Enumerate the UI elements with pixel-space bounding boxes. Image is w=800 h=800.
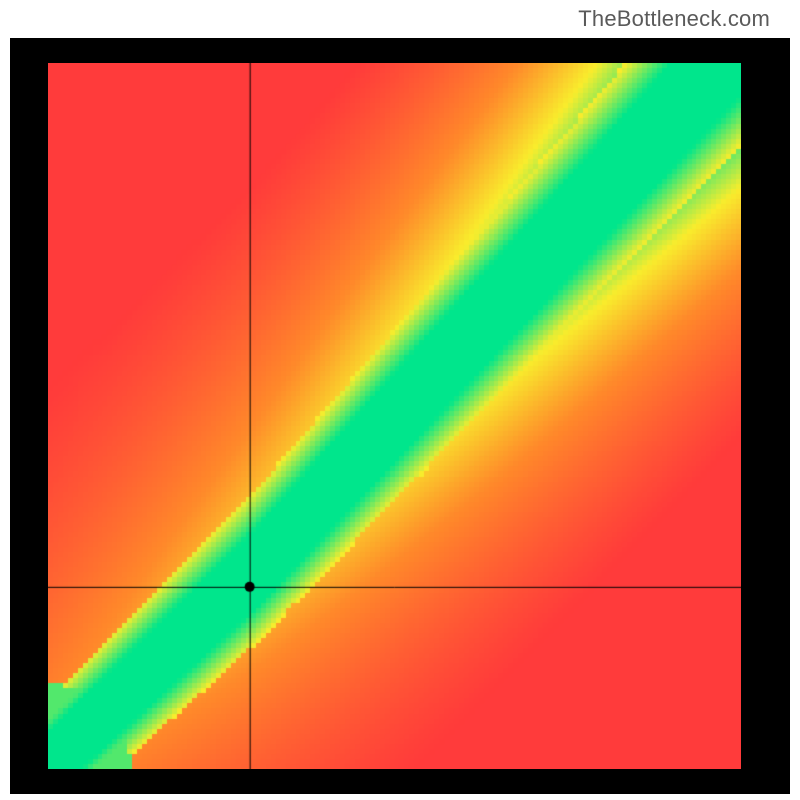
- crosshair-overlay: [48, 63, 741, 769]
- root: TheBottleneck.com: [0, 0, 800, 800]
- watermark-label: TheBottleneck.com: [578, 6, 770, 32]
